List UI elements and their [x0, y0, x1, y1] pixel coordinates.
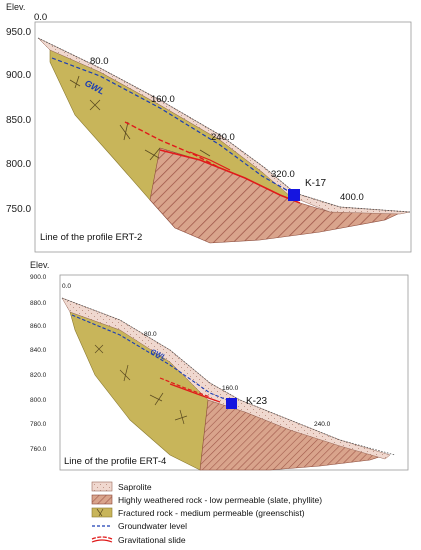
gravitational-slide-main — [169, 383, 221, 403]
fracture-mark-icon — [96, 508, 104, 517]
profile-caption: Line of the profile ERT-2 — [40, 232, 142, 243]
y-tick-label: 950.0 — [6, 27, 31, 38]
distance-label: 320.0 — [271, 169, 295, 180]
weathered-rock-swatch — [91, 494, 113, 505]
y-tick-label: 760.0 — [30, 446, 47, 453]
gravitational-slide-upper — [124, 121, 221, 169]
gravitational-slide-main — [159, 149, 301, 204]
y-tick-label: 900.0 — [6, 70, 31, 81]
borehole-label: K-23 — [246, 396, 268, 407]
y-tick-labels: 900.0 880.0 860.0 840.0 820.0 800.0 780.… — [30, 274, 47, 453]
y-tick-label: 800.0 — [6, 159, 31, 170]
y-tick-label: 880.0 — [30, 300, 47, 307]
elevation-axis-title: Elev. — [30, 260, 49, 270]
elevation-axis-title: Elev. — [6, 2, 25, 12]
y-tick-label: 840.0 — [30, 347, 47, 354]
distance-label: 80.0 — [144, 331, 157, 338]
distance-label: 240.0 — [211, 132, 235, 143]
gravitational-slide-swatch-2 — [91, 539, 113, 543]
saprolite-layer — [61, 297, 391, 460]
profile-top: Elev. 950.0 900.0 850.0 800.0 750.0 GWL — [6, 2, 412, 253]
y-tick-label: 900.0 — [30, 274, 47, 281]
borehole-marker — [226, 398, 237, 409]
y-tick-label: 800.0 — [30, 397, 47, 404]
weathered-rock-zone — [199, 399, 387, 471]
y-tick-labels: 950.0 900.0 850.0 800.0 750.0 — [6, 27, 31, 215]
legend: Saprolite Highly weathered rock - low pe… — [91, 481, 322, 545]
distance-label: 0.0 — [34, 12, 47, 23]
ground-surface-line — [61, 297, 396, 456]
fracture-marks — [69, 75, 211, 161]
distance-labels: 0.0 80.0 160.0 240.0 320.0 400.0 — [34, 12, 364, 203]
groundwater-level-line — [51, 57, 291, 193]
fracture-marks — [94, 344, 188, 425]
distance-label: 160.0 — [151, 94, 175, 105]
distance-label: 160.0 — [222, 385, 239, 392]
distance-labels: 0.0 80.0 160.0 240.0 — [62, 283, 331, 428]
distance-label: 0.0 — [62, 283, 71, 290]
y-tick-label: 780.0 — [30, 421, 47, 428]
saprolite-swatch — [91, 481, 113, 492]
y-tick-label: 850.0 — [6, 115, 31, 126]
ground-surface-line — [37, 37, 411, 213]
gravitational-slide-short — [189, 151, 231, 171]
groundwater-level-line — [71, 314, 233, 403]
gravitational-slide-upper — [159, 377, 211, 398]
legend-label-saprolite: Saprolite — [118, 482, 152, 492]
legend-label-groundwater: Groundwater level — [118, 521, 187, 531]
y-tick-label: 750.0 — [6, 204, 31, 215]
borehole-marker — [288, 189, 300, 201]
y-tick-label: 860.0 — [30, 323, 47, 330]
fractured-rock-swatch — [91, 507, 113, 518]
borehole-label: K-17 — [305, 178, 327, 189]
profile-bottom: Elev. 900.0 880.0 860.0 840.0 820.0 800.… — [30, 260, 409, 471]
profile-caption: Line of the profile ERT-4 — [64, 456, 166, 467]
distance-label: 240.0 — [314, 421, 331, 428]
plot-frame — [34, 21, 412, 253]
distance-label: 400.0 — [340, 192, 364, 203]
y-tick-label: 820.0 — [30, 372, 47, 379]
gravitational-slide-swatch — [91, 536, 113, 540]
legend-label-weathered-rock: Highly weathered rock - low permeable (s… — [118, 495, 322, 505]
legend-label-fractured-rock: Fractured rock - medium permeable (green… — [118, 508, 305, 518]
distance-label: 80.0 — [90, 56, 109, 67]
legend-label-slide: Gravitational slide — [118, 535, 186, 545]
